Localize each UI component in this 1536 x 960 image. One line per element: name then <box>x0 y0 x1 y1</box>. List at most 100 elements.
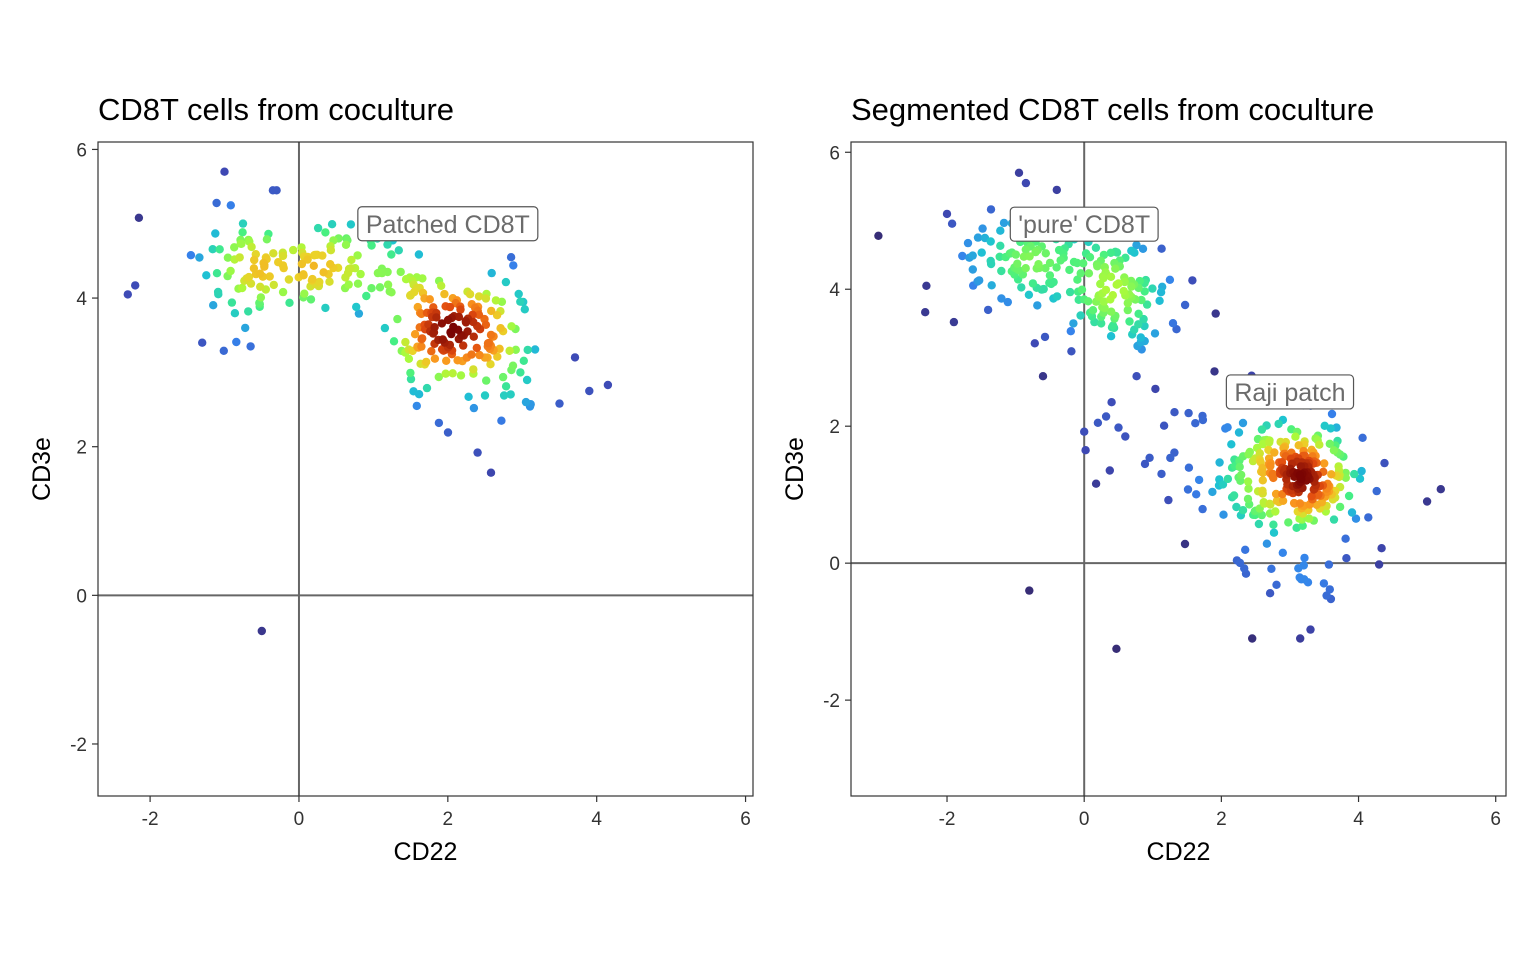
data-point <box>1093 262 1102 271</box>
data-point <box>1073 275 1082 284</box>
data-point <box>949 317 959 327</box>
data-point <box>486 360 495 369</box>
data-point <box>406 368 415 378</box>
data-point <box>1097 319 1106 328</box>
data-point <box>501 277 511 287</box>
data-point <box>1107 307 1116 316</box>
data-point <box>353 279 363 288</box>
data-point <box>427 347 436 356</box>
data-point <box>134 213 144 222</box>
data-point <box>1014 168 1024 177</box>
data-point <box>983 305 993 315</box>
data-point <box>585 386 594 396</box>
data-point <box>1021 245 1030 254</box>
data-point <box>246 342 255 351</box>
data-point <box>1325 439 1335 448</box>
data-point <box>1329 515 1339 524</box>
data-point <box>326 246 336 255</box>
data-point <box>268 186 278 195</box>
data-point <box>1227 440 1236 449</box>
data-point <box>486 330 496 340</box>
data-point <box>1069 319 1078 328</box>
data-point <box>506 253 516 262</box>
data-point <box>456 305 465 314</box>
data-point <box>198 338 207 347</box>
data-point <box>1238 418 1248 428</box>
data-point <box>1278 496 1288 505</box>
data-point <box>1232 502 1241 512</box>
data-point <box>1271 489 1281 499</box>
data-point <box>310 251 319 260</box>
data-point <box>1121 432 1130 441</box>
data-point <box>1278 548 1288 557</box>
data-point <box>235 253 244 262</box>
data-point <box>443 428 453 437</box>
data-point <box>1183 485 1193 494</box>
data-point <box>438 335 447 344</box>
data-point <box>227 298 237 307</box>
data-point <box>986 205 996 214</box>
data-point <box>1342 554 1351 563</box>
data-point <box>481 320 491 329</box>
data-point <box>418 274 427 283</box>
data-point <box>973 233 983 242</box>
data-point <box>1011 250 1020 259</box>
data-point <box>318 251 327 260</box>
data-point <box>1137 295 1146 305</box>
y-axis-label: CD3e <box>28 437 56 501</box>
data-point <box>1145 453 1154 462</box>
data-point <box>347 255 356 265</box>
data-point <box>1065 265 1074 275</box>
data-point <box>516 297 525 306</box>
data-point <box>1372 486 1381 496</box>
data-point <box>186 251 196 260</box>
data-point <box>1028 279 1038 288</box>
data-point <box>921 308 930 317</box>
data-point <box>1243 494 1253 504</box>
data-point <box>238 228 247 237</box>
x-tick-label: -2 <box>939 809 956 830</box>
data-point <box>414 250 424 259</box>
data-point <box>219 346 228 355</box>
data-point <box>1274 419 1283 429</box>
data-point <box>1269 520 1278 529</box>
data-point <box>1052 292 1062 301</box>
data-point <box>456 371 466 380</box>
data-point <box>1235 462 1244 472</box>
data-point <box>326 260 335 269</box>
x-tick-label: 0 <box>294 809 305 830</box>
data-point <box>519 356 528 365</box>
data-point <box>441 369 450 378</box>
data-point <box>1079 259 1088 268</box>
data-point <box>1291 432 1300 441</box>
data-point <box>1218 480 1228 489</box>
data-point <box>1192 490 1201 499</box>
scatter-panel-1: CD8T cells from coculture -2 0 2 4 6 -2 0 2 4 6 CD2… <box>28 92 754 866</box>
points-layer <box>874 168 1446 653</box>
data-point <box>1180 539 1190 549</box>
data-point <box>230 309 240 318</box>
y-tick-label: 2 <box>829 417 840 438</box>
data-point <box>1374 560 1384 569</box>
data-point <box>1099 297 1109 306</box>
data-point <box>1125 317 1134 326</box>
data-point <box>473 448 482 457</box>
data-point <box>1350 469 1359 479</box>
data-point <box>306 295 316 304</box>
data-point <box>362 291 371 301</box>
x-tick-label: 0 <box>1079 809 1090 830</box>
data-point <box>1148 284 1157 293</box>
data-point <box>284 275 294 284</box>
data-point <box>968 251 977 260</box>
data-point <box>530 345 540 354</box>
x-tick-label: 6 <box>1490 809 1501 830</box>
data-point <box>1344 491 1354 501</box>
data-point <box>226 266 235 276</box>
data-point <box>208 245 217 254</box>
x-tick-label: 2 <box>443 809 454 830</box>
data-point <box>1270 448 1279 457</box>
data-point <box>1031 247 1040 257</box>
data-point <box>1025 252 1034 261</box>
data-point <box>1107 398 1116 407</box>
data-point <box>487 306 496 316</box>
